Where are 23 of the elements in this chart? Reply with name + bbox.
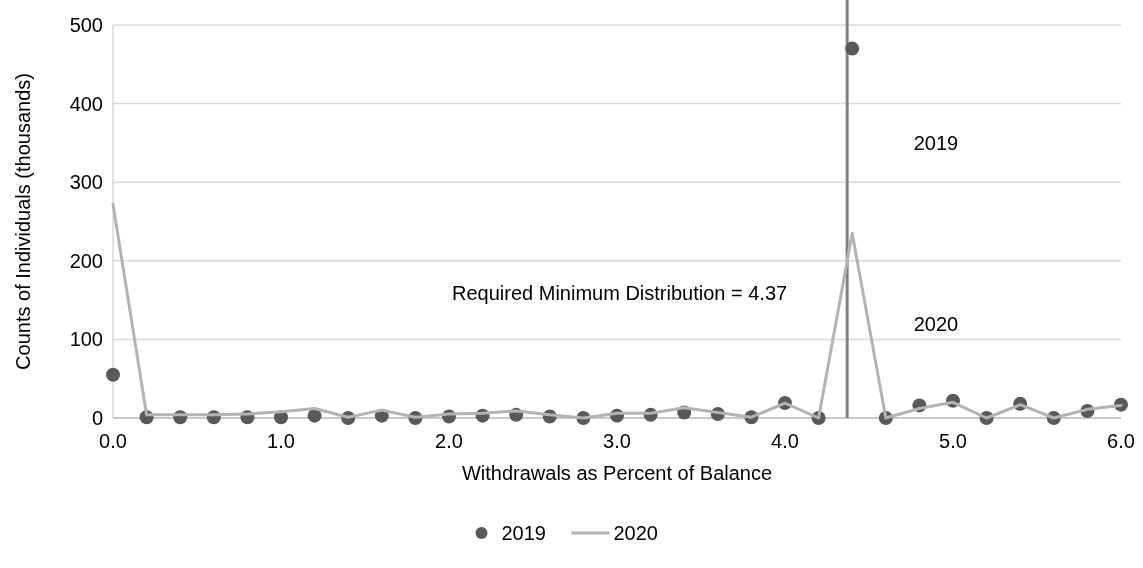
point — [845, 41, 860, 56]
ref-line-label: Required Minimum Distribution = 4.37 — [452, 282, 788, 305]
y-tick-label: 500 — [69, 14, 103, 36]
point — [307, 408, 322, 423]
x-tick-label: 0.0 — [99, 430, 127, 452]
x-tick-label: 3.0 — [603, 430, 631, 452]
x-tick-label: 2.0 — [435, 430, 463, 452]
x-tick-label: 1.0 — [267, 430, 295, 452]
legend-label: 2019 — [501, 522, 546, 544]
legend-label: 2020 — [613, 522, 658, 544]
x-tick-label: 4.0 — [771, 430, 799, 452]
y-tick-label: 300 — [69, 171, 103, 194]
y-tick-label: 200 — [69, 249, 103, 272]
y-tick-label: 400 — [69, 92, 103, 115]
y-tick-label: 0 — [91, 407, 103, 429]
annotation: 2019 — [913, 131, 959, 154]
annotation: 2020 — [913, 312, 959, 335]
y-axis-title: Counts of Individuals (thousands) — [12, 73, 34, 370]
x-tick-label: 5.0 — [939, 430, 967, 452]
point — [106, 367, 120, 382]
y-tick-label: 100 — [69, 328, 103, 351]
x-axis-title: Withdrawals as Percent of Balance — [461, 462, 773, 484]
x-tick-label: 6.0 — [1107, 430, 1135, 452]
